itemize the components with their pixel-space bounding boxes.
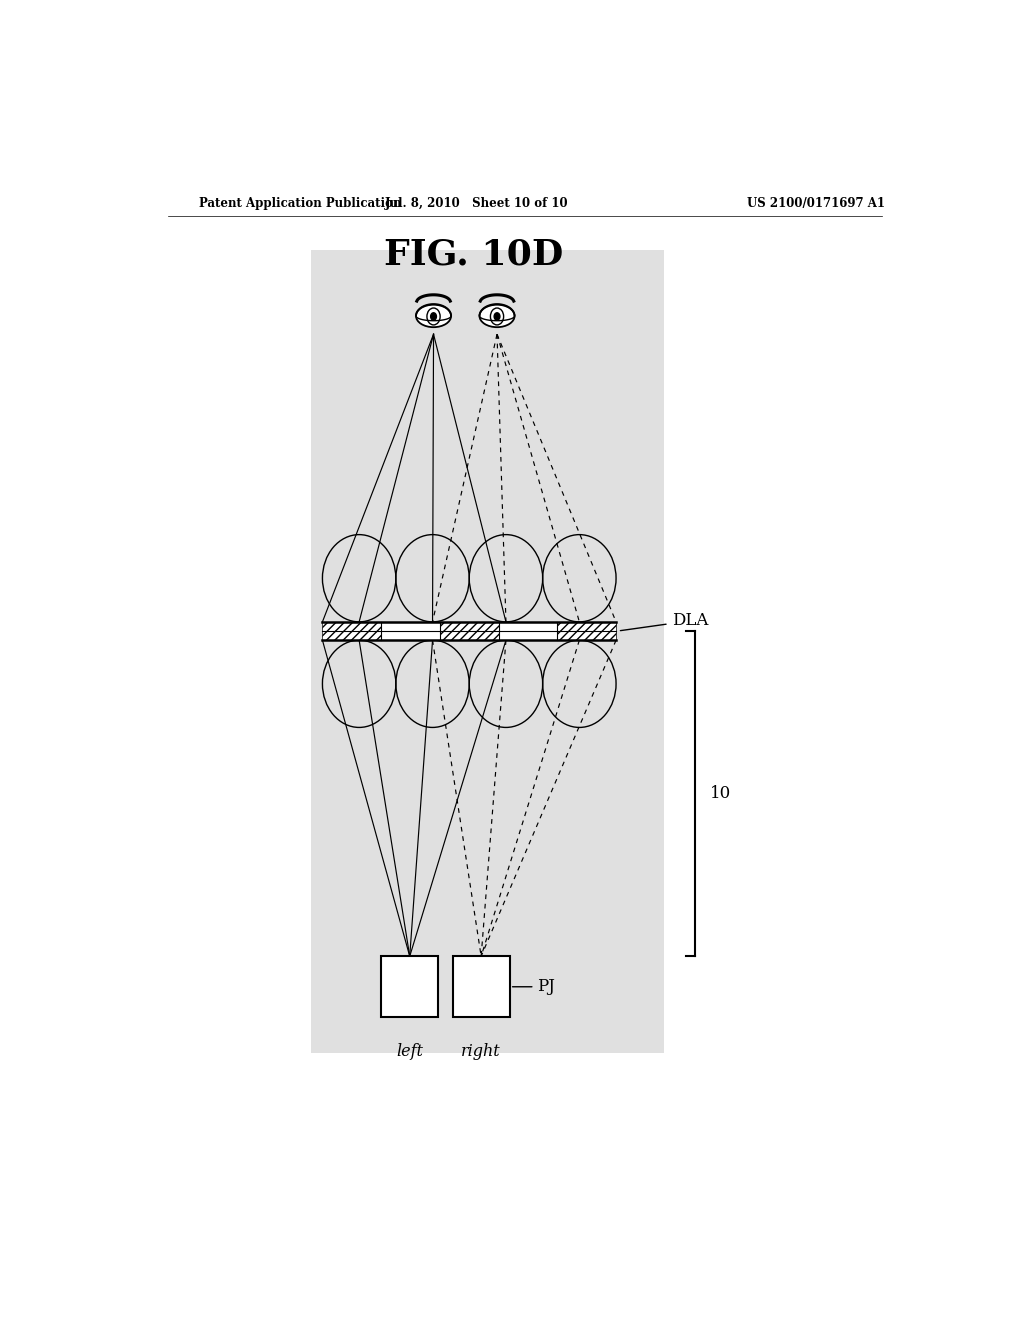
Text: DLA: DLA: [621, 612, 708, 631]
Circle shape: [431, 313, 436, 321]
Text: 10: 10: [710, 785, 731, 803]
Text: Jul. 8, 2010   Sheet 10 of 10: Jul. 8, 2010 Sheet 10 of 10: [385, 197, 569, 210]
Bar: [323, 622, 381, 640]
Text: Patent Application Publication: Patent Application Publication: [200, 197, 402, 210]
Bar: [557, 622, 616, 640]
Text: US 2100/0171697 A1: US 2100/0171697 A1: [748, 197, 885, 210]
Bar: [440, 622, 499, 640]
Text: right: right: [462, 1043, 501, 1060]
Ellipse shape: [416, 305, 452, 327]
Text: left: left: [396, 1043, 423, 1060]
Bar: [310, 249, 664, 1053]
Bar: [323, 622, 381, 640]
Bar: [381, 956, 438, 1018]
Bar: [453, 956, 510, 1018]
Bar: [381, 622, 440, 640]
Text: PJ: PJ: [512, 978, 555, 995]
Bar: [440, 622, 499, 640]
Circle shape: [495, 313, 500, 321]
Ellipse shape: [479, 305, 515, 327]
Circle shape: [490, 308, 504, 325]
Circle shape: [427, 308, 440, 325]
Text: FIG. 10D: FIG. 10D: [384, 238, 563, 272]
Bar: [499, 622, 557, 640]
Bar: [557, 622, 616, 640]
